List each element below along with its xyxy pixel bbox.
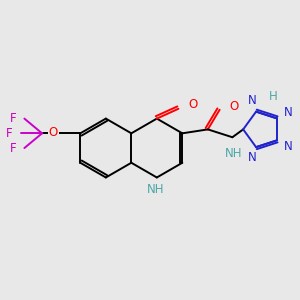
Text: O: O bbox=[230, 100, 239, 113]
Text: H: H bbox=[269, 90, 278, 104]
Text: NH: NH bbox=[147, 183, 165, 196]
Text: N: N bbox=[284, 106, 293, 119]
Text: N: N bbox=[248, 94, 256, 107]
Text: N: N bbox=[248, 152, 256, 164]
Text: O: O bbox=[188, 98, 197, 111]
Text: O: O bbox=[49, 126, 58, 139]
Text: F: F bbox=[10, 142, 16, 154]
Text: NH: NH bbox=[225, 147, 242, 160]
Text: N: N bbox=[284, 140, 293, 153]
Text: F: F bbox=[10, 112, 16, 125]
Text: F: F bbox=[6, 127, 13, 140]
